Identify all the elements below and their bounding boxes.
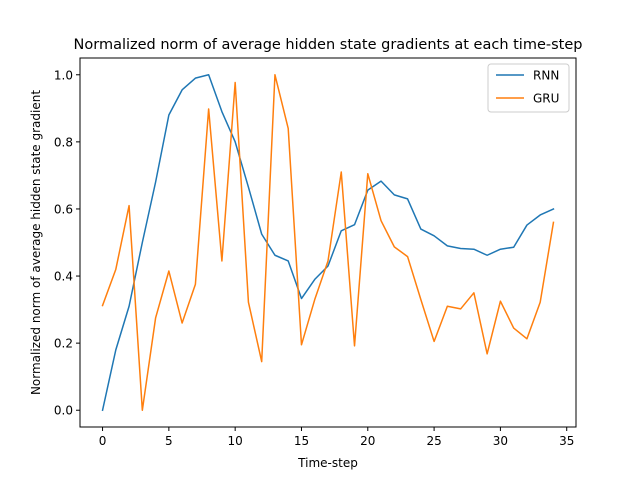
- plot-area: [79, 57, 577, 428]
- x-tick-label: 0: [99, 434, 107, 448]
- y-axis-label: Normalized norm of average hidden state …: [29, 90, 43, 395]
- y-axis-ticks: 0.0 0.2 0.4 0.6 0.8 1.0: [54, 68, 80, 418]
- x-tick-label: 20: [360, 434, 375, 448]
- series-line-rnn: [101, 74, 555, 412]
- x-tick-label: 5: [165, 434, 173, 448]
- legend-box: [487, 63, 570, 113]
- x-tick-label: 30: [493, 434, 508, 448]
- axes-frame: [79, 57, 577, 428]
- y-tick-label: 1.0: [54, 68, 73, 82]
- x-tick-label: 10: [228, 434, 243, 448]
- x-tick-label: 35: [559, 434, 574, 448]
- x-tick-label: 25: [426, 434, 441, 448]
- x-tick-label: 15: [294, 434, 309, 448]
- y-tick-label: 0.6: [54, 202, 73, 216]
- y-tick-label: 0.0: [54, 404, 73, 418]
- legend-label-rnn: RNN: [533, 69, 559, 83]
- y-tick-label: 0.4: [54, 270, 73, 284]
- legend: RNN GRU: [487, 63, 570, 113]
- y-tick-label: 0.8: [54, 135, 73, 149]
- x-axis-ticks: 0 5 10 15 20 25 30 35: [99, 427, 574, 448]
- series-line-gru: [101, 74, 555, 411]
- x-axis-label: Time-step: [297, 456, 358, 470]
- chart-title: Normalized norm of average hidden state …: [74, 37, 583, 53]
- legend-label-gru: GRU: [533, 92, 559, 106]
- y-tick-label: 0.2: [54, 337, 73, 351]
- series-group: [101, 74, 555, 412]
